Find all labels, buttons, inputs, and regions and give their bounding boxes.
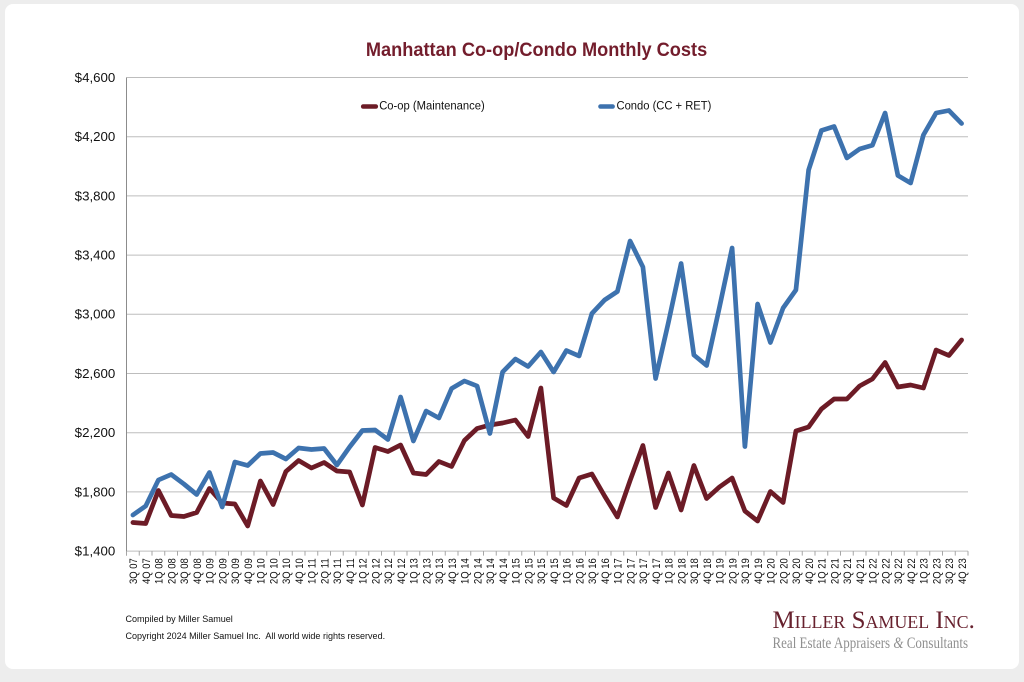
svg-text:$1,800: $1,800 [75, 484, 116, 499]
svg-text:4Q 07: 4Q 07 [141, 558, 153, 584]
svg-text:1Q 20: 1Q 20 [766, 558, 778, 584]
svg-text:1Q 15: 1Q 15 [511, 558, 523, 584]
svg-text:3Q 11: 3Q 11 [332, 558, 344, 584]
svg-text:1Q 19: 1Q 19 [715, 558, 727, 584]
svg-text:$2,200: $2,200 [75, 425, 116, 440]
svg-text:1Q 17: 1Q 17 [613, 558, 625, 584]
svg-text:1Q 09: 1Q 09 [205, 558, 217, 584]
svg-text:$4,600: $4,600 [75, 70, 116, 85]
svg-text:Manhattan Co-op/Condo Monthly: Manhattan Co-op/Condo Monthly Costs [366, 40, 707, 61]
svg-text:1Q 11: 1Q 11 [307, 558, 319, 584]
svg-text:Co-op (Maintenance): Co-op (Maintenance) [379, 98, 485, 112]
svg-text:Miller Samuel Inc.: Miller Samuel Inc. [773, 607, 975, 634]
svg-text:2Q 15: 2Q 15 [523, 558, 535, 584]
svg-text:2Q 19: 2Q 19 [727, 558, 739, 584]
svg-text:$3,800: $3,800 [75, 188, 116, 203]
svg-text:4Q 08: 4Q 08 [192, 558, 204, 584]
svg-text:4Q 09: 4Q 09 [243, 558, 255, 584]
svg-text:1Q 13: 1Q 13 [409, 558, 421, 584]
svg-text:3Q 09: 3Q 09 [230, 558, 242, 584]
svg-text:4Q 14: 4Q 14 [498, 558, 510, 584]
svg-text:2Q 09: 2Q 09 [217, 558, 229, 584]
svg-text:3Q 22: 3Q 22 [893, 558, 905, 584]
svg-text:3Q 07: 3Q 07 [128, 558, 140, 584]
svg-text:3Q 15: 3Q 15 [536, 558, 548, 584]
svg-text:Copyright 2024 Miller Samuel I: Copyright 2024 Miller Samuel Inc. All wo… [126, 631, 386, 641]
svg-text:1Q 16: 1Q 16 [562, 558, 574, 584]
svg-text:1Q 14: 1Q 14 [460, 558, 472, 584]
svg-text:2Q 13: 2Q 13 [421, 558, 433, 584]
svg-text:1Q 22: 1Q 22 [868, 558, 880, 584]
svg-text:4Q 12: 4Q 12 [396, 558, 408, 584]
svg-text:3Q 18: 3Q 18 [689, 558, 701, 584]
svg-text:2Q 10: 2Q 10 [268, 558, 280, 584]
svg-text:4Q 16: 4Q 16 [600, 558, 612, 584]
svg-text:1Q 12: 1Q 12 [358, 558, 370, 584]
svg-text:2Q 17: 2Q 17 [625, 558, 637, 584]
svg-text:1Q 18: 1Q 18 [664, 558, 676, 584]
svg-text:4Q 22: 4Q 22 [906, 558, 918, 584]
svg-text:4Q 19: 4Q 19 [753, 558, 765, 584]
svg-text:4Q 15: 4Q 15 [549, 558, 561, 584]
svg-text:2Q 12: 2Q 12 [370, 558, 382, 584]
svg-text:2Q 20: 2Q 20 [778, 558, 790, 584]
svg-text:4Q 17: 4Q 17 [651, 558, 663, 584]
svg-text:$2,600: $2,600 [75, 366, 116, 381]
svg-text:2Q 08: 2Q 08 [166, 558, 178, 584]
svg-text:1Q 10: 1Q 10 [256, 558, 268, 584]
svg-text:Real Estate Appraisers & Consu: Real Estate Appraisers & Consultants [773, 635, 969, 652]
svg-text:2Q 23: 2Q 23 [931, 558, 943, 584]
svg-text:2Q 21: 2Q 21 [829, 558, 841, 584]
svg-text:4Q 21: 4Q 21 [855, 558, 867, 584]
svg-text:2Q 18: 2Q 18 [676, 558, 688, 584]
svg-text:4Q 13: 4Q 13 [447, 558, 459, 584]
svg-text:$3,000: $3,000 [75, 307, 116, 322]
svg-text:4Q 23: 4Q 23 [957, 558, 969, 584]
svg-text:1Q 08: 1Q 08 [154, 558, 166, 584]
svg-text:2Q 16: 2Q 16 [574, 558, 586, 584]
svg-text:4Q 20: 4Q 20 [804, 558, 816, 584]
svg-text:Compiled by Miller Samuel: Compiled by Miller Samuel [126, 614, 233, 624]
svg-text:3Q 14: 3Q 14 [485, 558, 497, 584]
svg-text:2Q 22: 2Q 22 [880, 558, 892, 584]
svg-text:3Q 10: 3Q 10 [281, 558, 293, 584]
svg-text:4Q 10: 4Q 10 [294, 558, 306, 584]
svg-text:3Q 20: 3Q 20 [791, 558, 803, 584]
svg-text:2Q 11: 2Q 11 [319, 558, 331, 584]
svg-text:$3,400: $3,400 [75, 248, 116, 263]
svg-text:3Q 23: 3Q 23 [944, 558, 956, 584]
svg-text:3Q 19: 3Q 19 [740, 558, 752, 584]
svg-text:3Q 21: 3Q 21 [842, 558, 854, 584]
svg-text:3Q 08: 3Q 08 [179, 558, 191, 584]
svg-text:1Q 23: 1Q 23 [919, 558, 931, 584]
svg-text:$1,400: $1,400 [75, 544, 116, 559]
svg-text:3Q 17: 3Q 17 [638, 558, 650, 584]
svg-text:3Q 12: 3Q 12 [383, 558, 395, 584]
svg-text:3Q 13: 3Q 13 [434, 558, 446, 584]
svg-text:1Q 21: 1Q 21 [817, 558, 829, 584]
svg-text:Condo (CC + RET): Condo (CC + RET) [617, 98, 712, 112]
svg-text:2Q 14: 2Q 14 [472, 558, 484, 584]
svg-text:4Q 11: 4Q 11 [345, 558, 357, 584]
svg-text:4Q 18: 4Q 18 [702, 558, 714, 584]
svg-text:$4,200: $4,200 [75, 129, 116, 144]
svg-text:3Q 16: 3Q 16 [587, 558, 599, 584]
